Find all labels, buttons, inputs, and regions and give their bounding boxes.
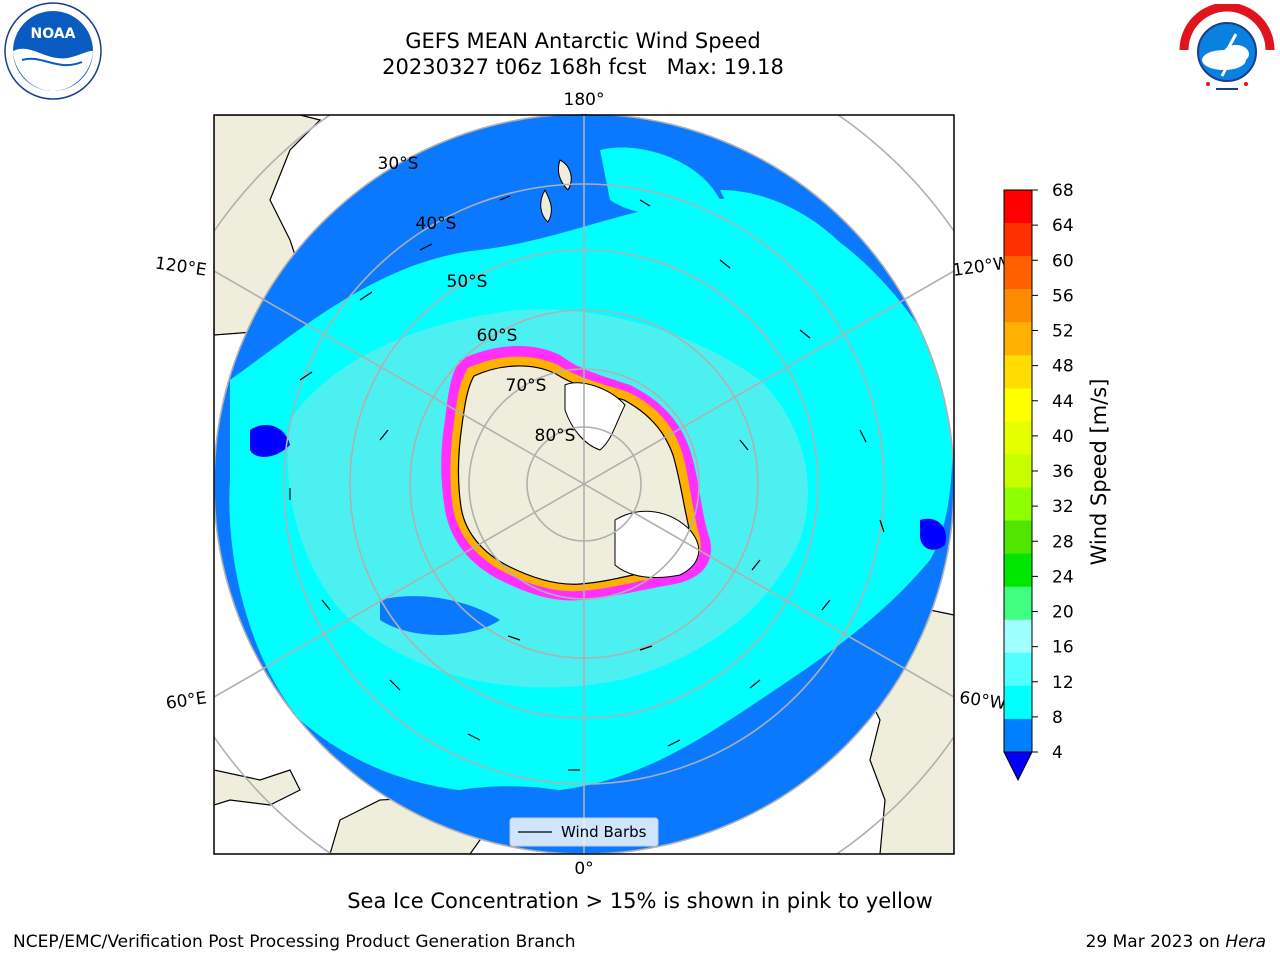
parallel-label-70s: 70°S <box>506 376 547 396</box>
footer-date-text: 29 Mar 2023 on <box>1085 932 1226 952</box>
footer-credit: NCEP/EMC/Verification Post Processing Pr… <box>13 932 576 952</box>
meridian-label-120e: 120°E <box>154 254 208 281</box>
parallel-label-30s: 30°S <box>378 154 419 174</box>
colorbar-tick-label: 16 <box>1052 638 1074 658</box>
colorbar-segment <box>1004 388 1032 422</box>
colorbar-tick-label: 32 <box>1052 497 1074 517</box>
parallel-label-50s: 50°S <box>447 272 488 292</box>
colorbar-segment <box>1004 256 1032 290</box>
meridian-label-60e: 60°E <box>165 688 208 713</box>
colorbar-segment <box>1004 322 1032 356</box>
colorbar-segment <box>1004 454 1032 489</box>
colorbar-tick-label: 52 <box>1052 322 1074 342</box>
meridian-label-0: 0° <box>574 859 593 879</box>
legend-label-wind-barbs: Wind Barbs <box>561 823 647 841</box>
graticule <box>214 115 954 854</box>
chart-title: GEFS MEAN Antarctic Wind Speed <box>405 29 761 53</box>
colorbar-tick-label: 64 <box>1052 216 1074 236</box>
colorbar-tick-label: 48 <box>1052 357 1074 377</box>
colorbar-segment <box>1004 355 1032 389</box>
colorbar-tick-label: 68 <box>1052 181 1074 201</box>
colorbar-tick-label: 40 <box>1052 427 1074 447</box>
parallel-label-60s: 60°S <box>477 326 518 346</box>
colorbar-segment <box>1004 553 1032 588</box>
colorbar-segment <box>1004 586 1032 621</box>
colorbar-tick-label: 20 <box>1052 603 1074 623</box>
chart-subtitle: 20230327 t06z 168h fcst Max: 19.18 <box>382 55 784 79</box>
colorbar-tick-label: 36 <box>1052 462 1074 482</box>
colorbar: 68 64 60 56 52 48 44 40 36 32 28 24 20 16 12 8 4 <box>1003 181 1074 782</box>
noaa-logo: NOAA <box>4 2 102 100</box>
colorbar-tick-label: 28 <box>1052 532 1074 552</box>
footer-machine: Hera <box>1225 932 1266 952</box>
colorbar-segment <box>1004 223 1032 257</box>
colorbar-segment <box>1004 685 1032 720</box>
colorbar-tick-label: 8 <box>1052 708 1063 728</box>
colorbar-tick-label: 12 <box>1052 673 1074 693</box>
colorbar-tick-label: 4 <box>1052 743 1063 763</box>
meridian-label-180: 180° <box>564 90 605 110</box>
colorbar-under-triangle <box>1003 751 1033 782</box>
colorbar-segment <box>1004 289 1032 323</box>
nws-logo <box>1179 4 1275 95</box>
footer-date: 29 Mar 2023 on Hera <box>1086 932 1266 952</box>
colorbar-tick-label: 44 <box>1052 392 1074 412</box>
map-frame <box>213 114 955 855</box>
wind-barbs <box>289 195 885 771</box>
parallel-label-80s: 80°S <box>535 426 576 446</box>
colorbar-label: Wind Speed [m/s] <box>1087 379 1111 566</box>
colorbar-segment <box>1004 487 1032 522</box>
colorbar-tick-label: 60 <box>1052 251 1074 271</box>
colorbar-tick-label: 24 <box>1052 567 1074 587</box>
colorbar-segment <box>1004 718 1032 753</box>
colorbar-segment <box>1004 619 1032 654</box>
parallel-label-40s: 40°S <box>416 214 457 234</box>
new-zealand <box>540 159 572 223</box>
colorbar-tick-label: 56 <box>1052 286 1074 306</box>
antarctica <box>441 345 711 601</box>
meridian-label-60w: 60°W <box>958 688 1007 714</box>
sea-ice-caption: Sea Ice Concentration > 15% is shown in … <box>347 889 933 913</box>
map-legend: Wind Barbs <box>509 817 659 847</box>
colorbar-segment <box>1004 190 1032 224</box>
colorbar-segment <box>1004 652 1032 687</box>
colorbar-segment <box>1004 520 1032 555</box>
meridian-label-120w: 120°W <box>951 253 1011 281</box>
noaa-logo-text: NOAA <box>31 26 76 42</box>
colorbar-segment <box>1004 421 1032 455</box>
